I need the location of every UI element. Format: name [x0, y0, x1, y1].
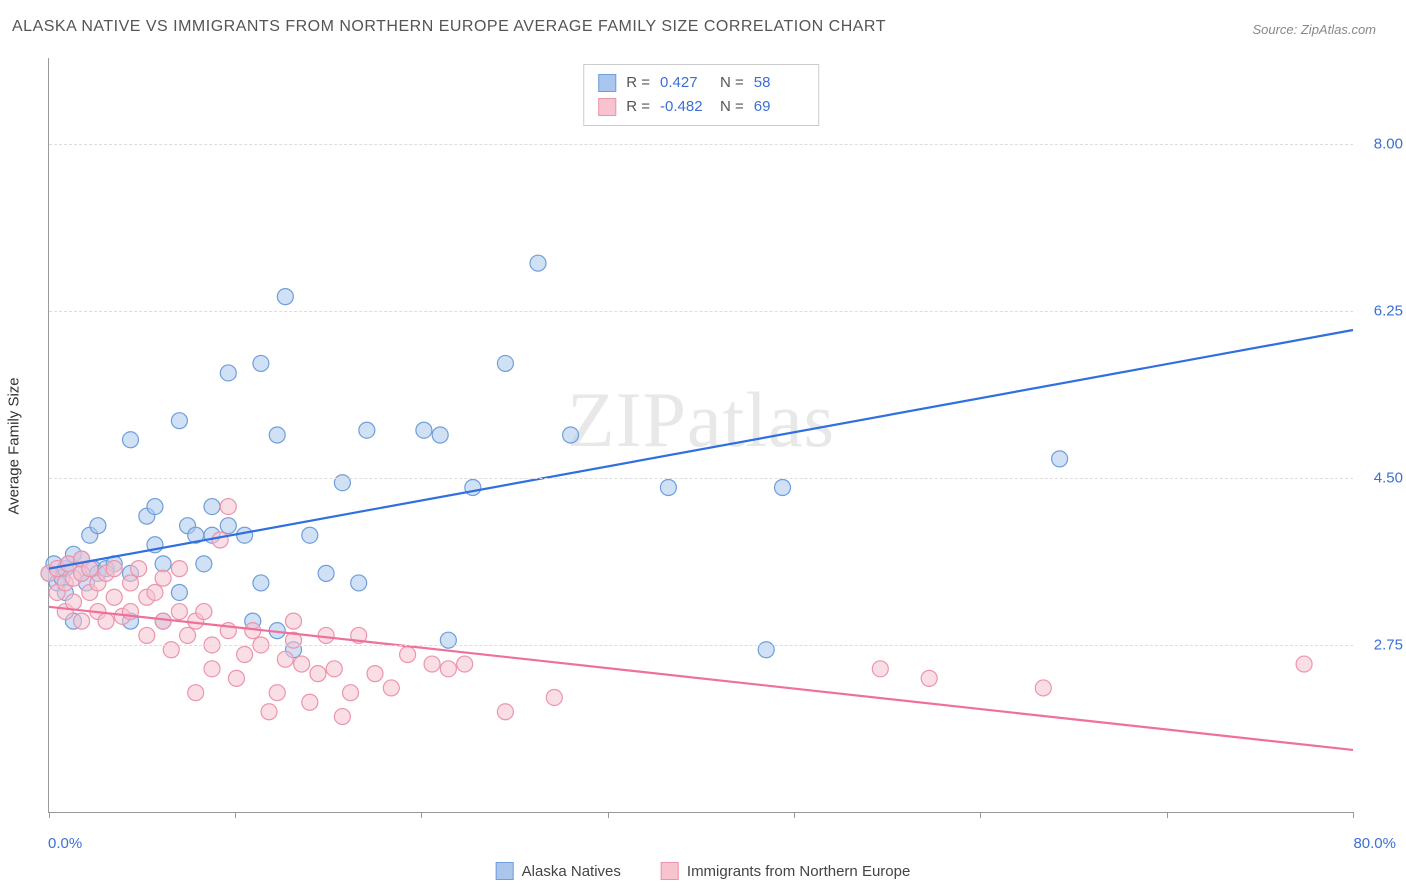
stats-r-value-1: 0.427	[660, 71, 710, 95]
stats-n-value-2: 69	[754, 95, 804, 119]
chart-title: ALASKA NATIVE VS IMMIGRANTS FROM NORTHER…	[12, 18, 886, 36]
legend-item-2: Immigrants from Northern Europe	[661, 862, 910, 880]
stats-n-label-2: N =	[720, 95, 744, 119]
stats-swatch-1	[598, 74, 616, 92]
x-axis-max-label: 80.0%	[1353, 835, 1396, 852]
stats-n-label-1: N =	[720, 71, 744, 95]
chart-container: ALASKA NATIVE VS IMMIGRANTS FROM NORTHER…	[0, 0, 1406, 892]
y-tick-label: 2.75	[1358, 636, 1403, 653]
legend-label-1: Alaska Natives	[522, 863, 621, 880]
stats-swatch-2	[598, 98, 616, 116]
stats-row-1: R = 0.427 N = 58	[598, 71, 804, 95]
chart-svg	[49, 58, 1353, 812]
legend-item-1: Alaska Natives	[496, 862, 621, 880]
x-axis-min-label: 0.0%	[48, 835, 82, 852]
y-axis-label: Average Family Size	[6, 377, 23, 514]
stats-r-label-2: R =	[626, 95, 650, 119]
y-tick-label: 8.00	[1358, 135, 1403, 152]
plot-area: ZIPatlas R = 0.427 N = 58 R = -0.482 N =…	[48, 58, 1353, 813]
legend: Alaska Natives Immigrants from Northern …	[496, 862, 911, 880]
stats-r-value-2: -0.482	[660, 95, 710, 119]
stats-r-label-1: R =	[626, 71, 650, 95]
y-tick-label: 4.50	[1358, 469, 1403, 486]
correlation-stats-box: R = 0.427 N = 58 R = -0.482 N = 69	[583, 64, 819, 126]
legend-swatch-2	[661, 862, 679, 880]
legend-swatch-1	[496, 862, 514, 880]
y-tick-label: 6.25	[1358, 302, 1403, 319]
source-attribution: Source: ZipAtlas.com	[1252, 22, 1376, 37]
stats-n-value-1: 58	[754, 71, 804, 95]
legend-label-2: Immigrants from Northern Europe	[687, 863, 910, 880]
stats-row-2: R = -0.482 N = 69	[598, 95, 804, 119]
